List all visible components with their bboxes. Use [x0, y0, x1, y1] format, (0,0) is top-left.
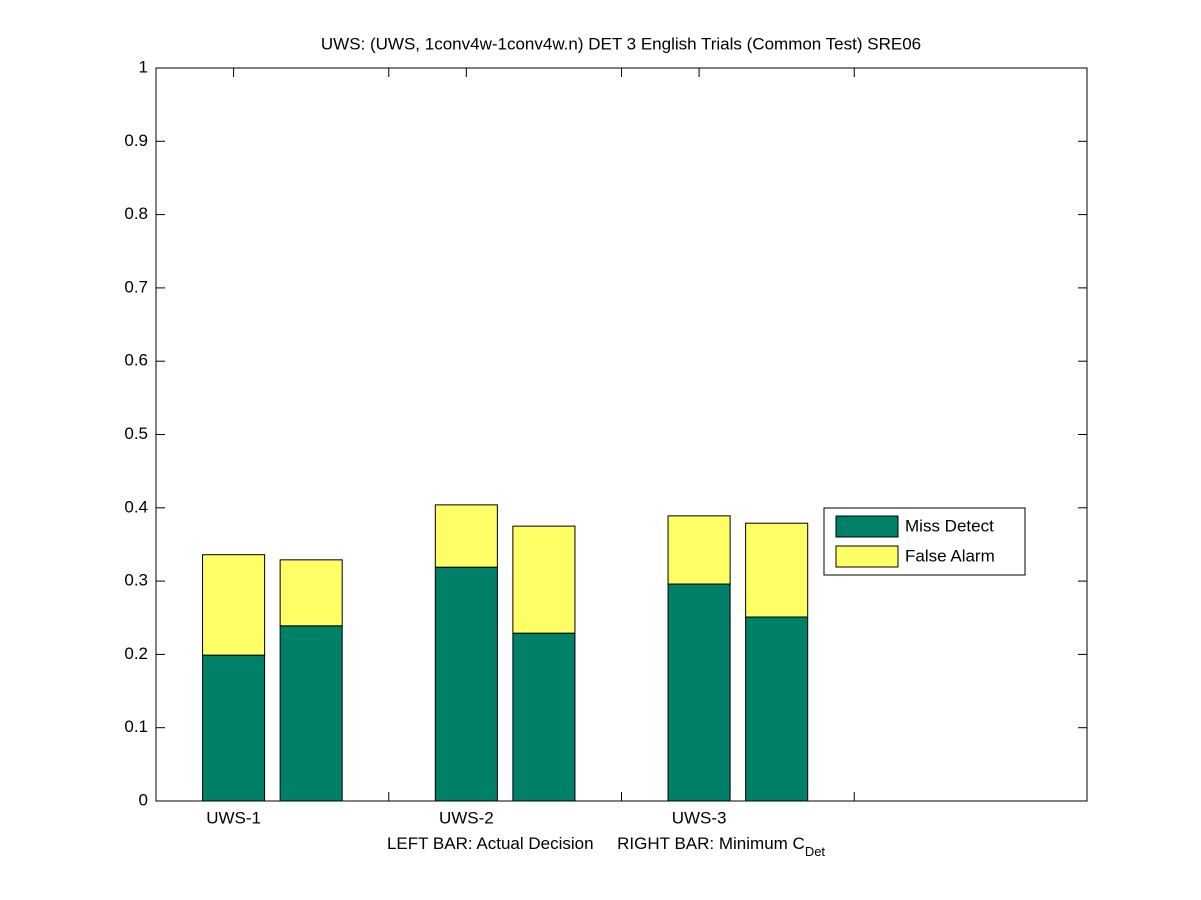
bar-segment: [512, 525, 576, 634]
bar-segment: [202, 654, 266, 802]
x-tick-label: UWS-1: [206, 808, 261, 827]
bar-segment: [745, 616, 809, 802]
y-tick-label: 0.9: [124, 131, 148, 150]
x-axis-label-text: LEFT BAR: Actual Decision RIGHT BAR: Min…: [387, 834, 805, 853]
y-tick-label: 1: [139, 57, 148, 76]
legend-swatch: [835, 515, 899, 538]
y-tick-label: 0.8: [124, 204, 148, 223]
y-tick-label: 0.1: [124, 717, 148, 736]
bar-segment: [434, 504, 498, 568]
bar-segment: [745, 522, 809, 618]
bar-segment: [202, 554, 266, 656]
y-tick-label: 0.7: [124, 277, 148, 296]
y-tick-label: 0.3: [124, 571, 148, 590]
legend-label: False Alarm: [905, 546, 995, 565]
y-tick-label: 0.2: [124, 644, 148, 663]
bar-segment: [434, 566, 498, 802]
y-tick-label: 0.4: [124, 497, 148, 516]
plot-frame: [155, 67, 1088, 802]
chart-title: UWS: (UWS, 1conv4w-1conv4w.n) DET 3 Engl…: [321, 34, 921, 53]
legend-label: Miss Detect: [905, 516, 994, 535]
bar-segment: [512, 632, 576, 802]
legend-swatch: [835, 545, 899, 568]
x-tick-label: UWS-2: [439, 808, 494, 827]
y-tick-label: 0: [139, 790, 148, 809]
y-tick-label: 0.5: [124, 424, 148, 443]
x-tick-label: UWS-3: [672, 808, 727, 827]
bar-segment: [279, 625, 343, 802]
y-tick-label: 0.6: [124, 351, 148, 370]
x-axis-label: LEFT BAR: Actual Decision RIGHT BAR: Min…: [387, 834, 825, 859]
x-axis-label-subscript: Det: [805, 844, 826, 859]
bar-segment: [667, 583, 731, 802]
bar-segment: [279, 559, 343, 627]
bar-segment: [667, 515, 731, 585]
